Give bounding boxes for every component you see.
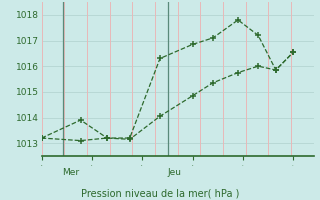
Text: Jeu: Jeu	[168, 168, 181, 177]
Text: Pression niveau de la mer( hPa ): Pression niveau de la mer( hPa )	[81, 188, 239, 198]
Text: Mer: Mer	[62, 168, 80, 177]
